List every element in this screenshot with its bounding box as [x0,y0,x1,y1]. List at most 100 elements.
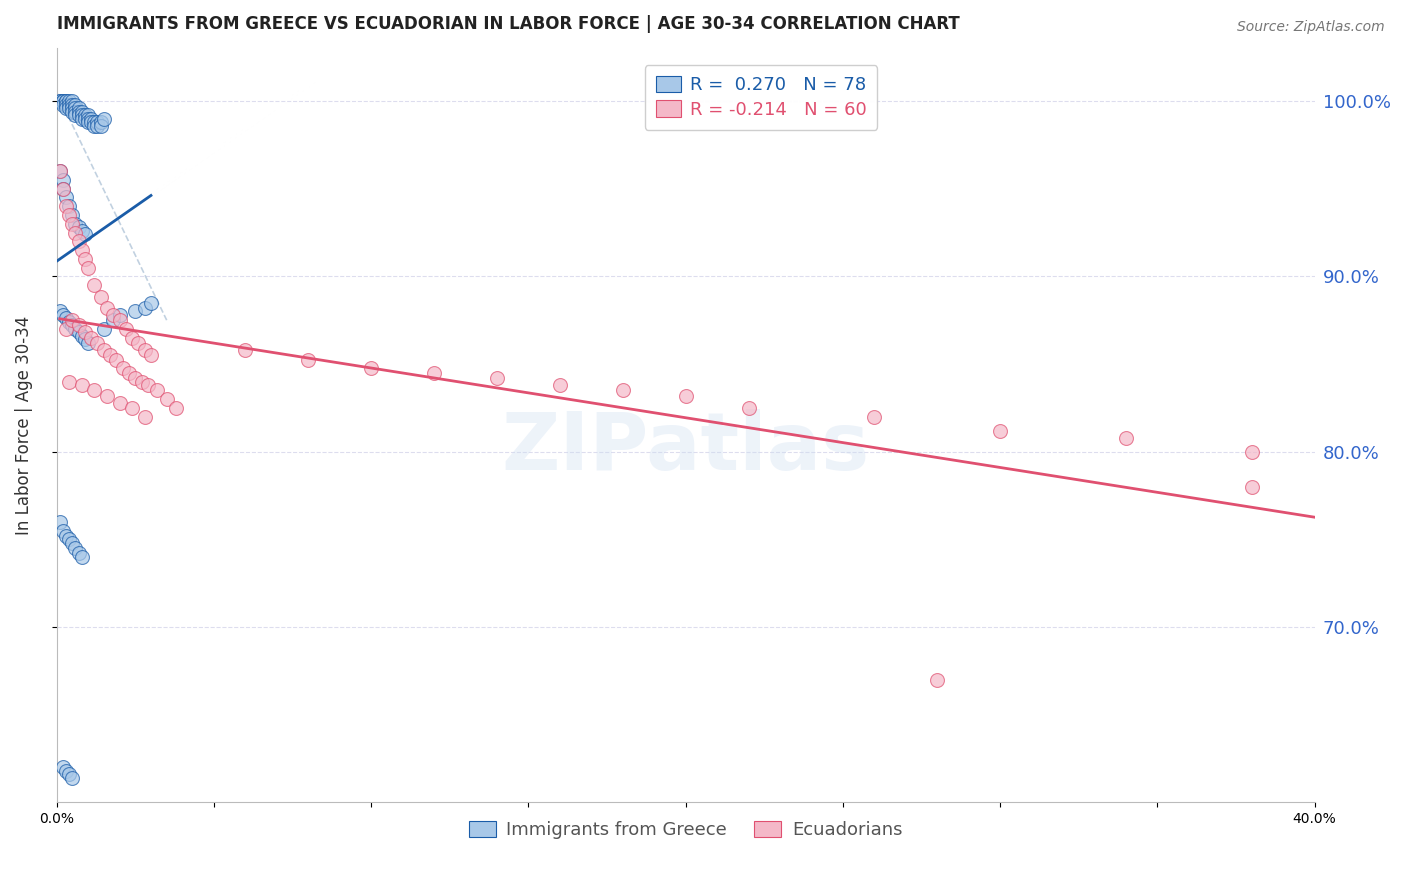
Point [108,395,131,409]
Point [93,343,115,357]
Point [80,331,103,345]
Point [52,182,75,196]
Point [77,115,100,129]
Text: ZIPatlas: ZIPatlas [502,409,870,487]
Point [58,101,80,115]
Point [77,260,100,275]
Point [83,115,105,129]
Point [55,190,77,204]
Point [70,108,93,122]
Point [77,335,100,350]
Point [60,217,83,231]
Point [1240,480,1263,494]
Point [863,409,886,424]
Point [70,549,93,564]
Point [60,313,83,327]
Point [55,311,77,326]
Point [90,290,112,304]
Point [67,220,90,235]
Point [65,104,87,119]
Point [58,767,80,781]
Point [83,278,105,293]
Point [96,388,118,402]
Point [49,515,72,529]
Point [70,104,93,119]
Point [58,375,80,389]
Point [134,301,156,315]
Point [118,366,141,380]
Point [73,252,96,266]
Point [124,371,146,385]
Point [60,536,83,550]
Point [58,315,80,329]
Point [70,224,93,238]
Point [70,378,93,392]
Point [52,308,75,322]
Point [65,322,87,336]
Point [60,101,83,115]
Point [139,348,162,362]
Point [58,199,80,213]
Point [105,353,128,368]
Point [360,360,382,375]
Point [60,208,83,222]
Point [67,546,90,560]
Point [988,424,1011,438]
Point [52,524,75,538]
Point [55,529,77,543]
Point [49,164,72,178]
Point [121,331,143,345]
Point [156,392,179,406]
Point [70,329,93,343]
Point [548,378,571,392]
Point [233,343,256,357]
Point [73,112,96,126]
Point [86,119,108,133]
Point [55,322,77,336]
Point [114,322,136,336]
Point [108,308,131,322]
Point [52,94,75,108]
Point [65,226,87,240]
Point [86,115,108,129]
Point [77,108,100,122]
Point [55,97,77,112]
Legend: Immigrants from Greece, Ecuadorians: Immigrants from Greece, Ecuadorians [461,814,910,846]
Point [675,388,697,402]
Point [58,533,80,547]
Point [55,199,77,213]
Point [83,119,105,133]
Point [60,104,83,119]
Point [134,343,156,357]
Point [83,384,105,398]
Point [121,401,143,415]
Point [49,94,72,108]
Point [67,318,90,333]
Point [60,97,83,112]
Point [108,313,131,327]
Point [60,771,83,785]
Point [73,333,96,347]
Text: IMMIGRANTS FROM GREECE VS ECUADORIAN IN LABOR FORCE | AGE 30-34 CORRELATION CHAR: IMMIGRANTS FROM GREECE VS ECUADORIAN IN … [56,15,959,33]
Point [70,243,93,257]
Point [93,112,115,126]
Point [297,353,319,368]
Point [139,295,162,310]
Point [612,384,634,398]
Point [98,348,121,362]
Point [60,318,83,333]
Point [96,301,118,315]
Text: Source: ZipAtlas.com: Source: ZipAtlas.com [1237,20,1385,34]
Point [73,326,96,340]
Point [65,541,87,555]
Point [70,112,93,126]
Point [131,375,153,389]
Point [65,101,87,115]
Point [52,760,75,774]
Point [67,104,90,119]
Point [927,673,949,687]
Point [124,304,146,318]
Point [55,101,77,115]
Point [423,366,446,380]
Point [86,335,108,350]
